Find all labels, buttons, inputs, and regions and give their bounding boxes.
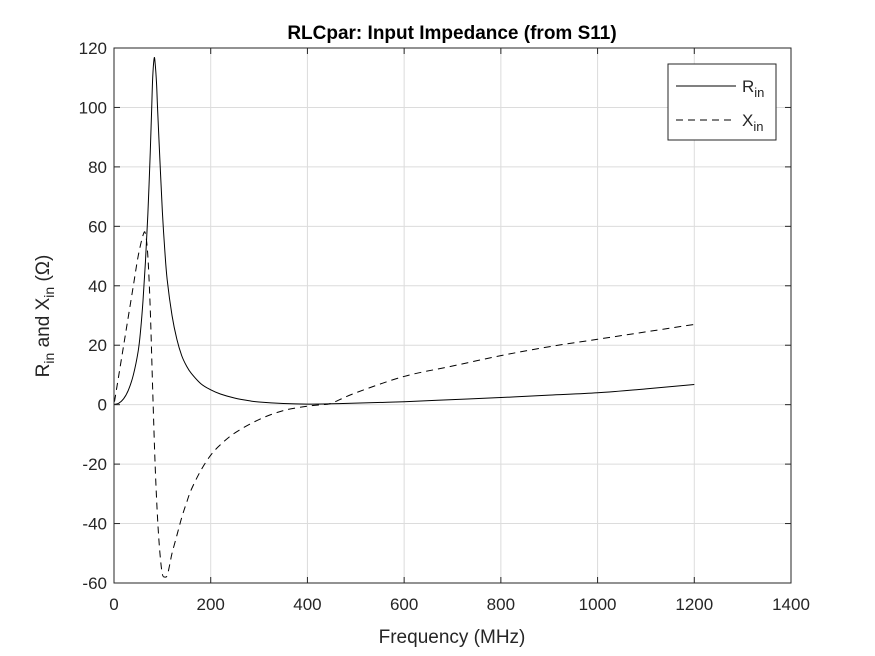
y-label-r-subscript: in	[41, 353, 57, 364]
axis-ticks: 0 200 400 600 800 1000 1200 1400 -60 -40 -20 0 20 40 6…	[79, 39, 810, 614]
chart-title: RLCpar: Input Impedance (from S11)	[287, 23, 616, 44]
legend: Rin Xin	[667, 63, 777, 141]
y-tick-label: 20	[88, 336, 107, 355]
x-tick-label: 0	[109, 595, 118, 614]
y-tick-label: 0	[98, 396, 107, 415]
y-label-x-subscript: in	[41, 287, 57, 298]
series-line-rin	[114, 56, 695, 405]
y-tick-label: 100	[79, 98, 107, 117]
y-label-and-x: and X	[33, 297, 54, 352]
legend-label-xin: Xin	[742, 111, 763, 134]
x-tick-label: 600	[390, 595, 418, 614]
x-tick-label: 400	[293, 595, 321, 614]
y-label-r: R	[33, 364, 54, 378]
x-axis-label: Frequency (MHz)	[379, 627, 526, 648]
y-tick-label: 80	[88, 158, 107, 177]
y-tick-label: -40	[82, 515, 107, 534]
legend-box	[667, 63, 777, 141]
legend-label-rin: Rin	[742, 77, 764, 100]
series-layer	[113, 56, 695, 578]
x-tick-label: 200	[197, 595, 225, 614]
y-tick-label: -60	[82, 574, 107, 593]
series-line-xin	[113, 231, 695, 578]
y-tick-label: -20	[82, 455, 107, 474]
x-tick-label: 800	[487, 595, 515, 614]
axes-frame	[113, 47, 792, 584]
y-tick-label: 60	[88, 217, 107, 236]
x-tick-label: 1400	[772, 595, 810, 614]
y-axis-label: Rin and Xin (Ω)	[33, 255, 57, 378]
y-tick-label: 40	[88, 277, 107, 296]
y-tick-label: 120	[79, 39, 107, 58]
x-tick-label: 1000	[579, 595, 617, 614]
y-label-unit: (Ω)	[33, 255, 54, 287]
x-tick-label: 1200	[675, 595, 713, 614]
